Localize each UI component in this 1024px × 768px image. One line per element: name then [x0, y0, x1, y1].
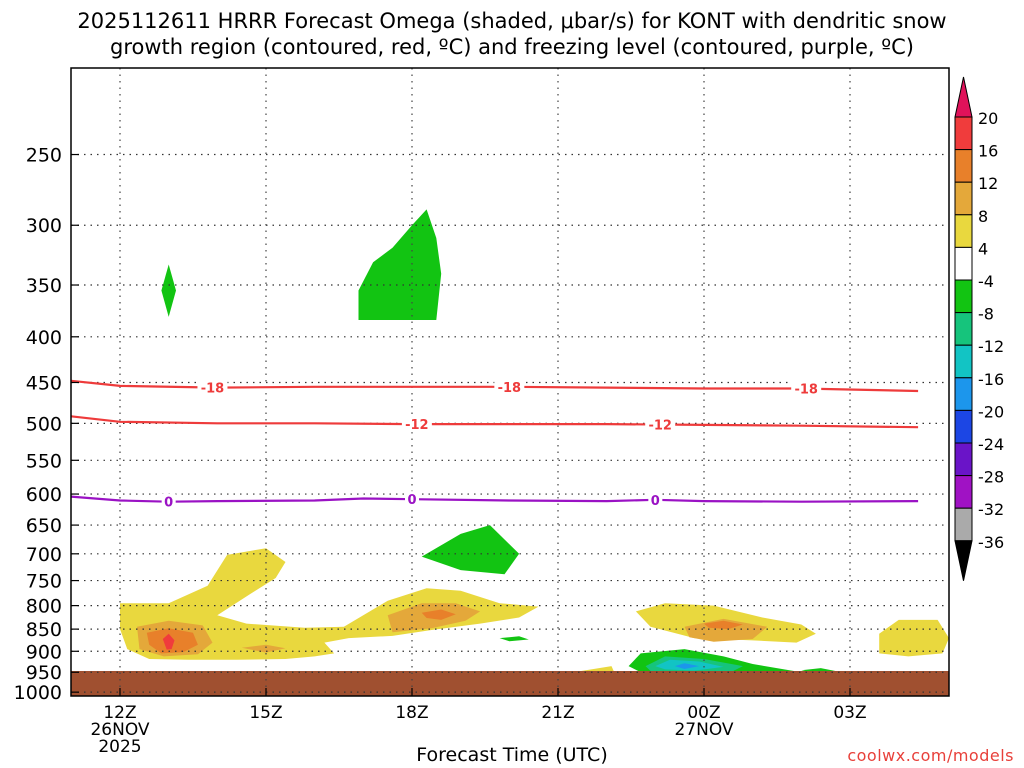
colorbar-label: -36: [978, 533, 1004, 552]
y-axis: 2503003504004505005506006507007508008509…: [14, 145, 79, 704]
y-tick-label: 400: [26, 327, 62, 349]
contour-dgz-lower: [70, 415, 919, 429]
colorbar-label: -24: [978, 435, 1004, 454]
x-tick-label: 21Z: [541, 703, 574, 723]
colorbar-label: -16: [978, 370, 1004, 389]
colorbar-label: 20: [978, 109, 998, 128]
x-tick-label: 00Z: [687, 703, 720, 723]
omega-region-21: [704, 620, 743, 630]
y-tick-label: 850: [26, 619, 62, 641]
contour-label: 0: [651, 494, 660, 509]
contour-label: 0: [164, 496, 173, 511]
colorbar: 20 16 12 8 4 -4 -8 -12 -16 -20 -24 -28 -32 -36: [954, 76, 1004, 581]
y-tick-label: 600: [26, 484, 62, 506]
omega-region-16: [241, 644, 286, 653]
x-tick-label: 2025: [98, 737, 141, 757]
contour-label: -18: [794, 383, 818, 398]
omega-region-1: [358, 209, 442, 320]
colorbar-bin-7: [954, 344, 973, 379]
contour-dgz-upper: [70, 379, 919, 393]
colorbar-bottom-arrow: [954, 540, 973, 581]
colorbar-label: -32: [978, 500, 1004, 519]
x-tick-label: 18Z: [395, 703, 428, 723]
colorbar-bin-0: [954, 116, 973, 151]
y-tick-label: 950: [26, 662, 62, 684]
contour-label: 0: [407, 493, 416, 508]
colorbar-bin-9: [954, 409, 973, 444]
colorbar-label: 8: [978, 207, 988, 226]
colorbar-label: -28: [978, 468, 1004, 487]
colorbar-label: 16: [978, 142, 998, 161]
y-tick-label: 800: [26, 596, 62, 618]
omega-region-20: [421, 609, 456, 620]
y-tick-label: 650: [26, 515, 62, 537]
x-tick-label: 27NOV: [674, 720, 733, 740]
contour-lines: -18 -18 -18 -12 -12 0 0 0: [70, 378, 919, 511]
contour-label-bg: [405, 491, 419, 508]
contour-label: -12: [405, 418, 429, 433]
x-tick-label: 12Z: [103, 703, 136, 723]
y-tick-label: 250: [26, 145, 62, 167]
contour-label-bg: [161, 493, 176, 510]
omega-region-2: [421, 525, 520, 575]
omega-region-6: [674, 663, 700, 669]
contour-label-bg: [648, 491, 663, 508]
omega-region-7: [499, 636, 529, 642]
x-tick-label: 15Z: [249, 703, 282, 723]
y-tick-label: 550: [26, 450, 62, 472]
y-tick-label: 700: [26, 544, 62, 566]
contour-label-bg: [401, 416, 432, 433]
y-tick-label: 1000: [14, 682, 62, 704]
colorbar-label: 4: [978, 239, 988, 258]
grid-lines: [71, 68, 949, 696]
x-tick-label: 03Z: [833, 703, 866, 723]
colorbar-bin-12: [954, 507, 973, 542]
colorbar-bin-11: [954, 475, 973, 509]
colorbar-top-arrow: [954, 76, 973, 118]
colorbar-bin-1: [954, 149, 973, 183]
colorbar-bin-3: [954, 214, 973, 248]
colorbar-bin-5: [954, 279, 973, 314]
colorbar-label: -8: [978, 305, 994, 324]
y-tick-label: 750: [26, 571, 62, 593]
y-tick-label: 500: [26, 413, 62, 435]
omega-region-11: [879, 619, 949, 657]
omega-region-9: [120, 548, 539, 660]
contour-freezing-level: [70, 495, 919, 503]
contour-label-bg: [645, 416, 676, 433]
colorbar-bin-2: [954, 181, 973, 216]
contour-label-bg: [791, 380, 822, 397]
omega-shading: [120, 209, 949, 686]
y-tick-label: 450: [26, 372, 62, 394]
colorbar-bin-10: [954, 442, 973, 477]
colorbar-bin-8: [954, 377, 973, 411]
contour-label: -18: [201, 382, 225, 397]
contour-label-bg: [197, 379, 228, 396]
contour-label: -12: [648, 419, 672, 434]
colorbar-bin-6: [954, 312, 973, 346]
contour-label: -18: [498, 381, 522, 396]
contour-label-bg: [494, 378, 525, 395]
ground-surface: [71, 671, 949, 696]
colorbar-label: -12: [978, 337, 1004, 356]
colorbar-bin-4: [954, 246, 973, 281]
y-tick-label: 900: [26, 641, 62, 663]
colorbar-label: -4: [978, 272, 994, 291]
y-tick-label: 300: [26, 215, 62, 237]
colorbar-label: -20: [978, 402, 1004, 421]
omega-region-0: [161, 264, 176, 317]
colorbar-label: 12: [978, 174, 998, 193]
omega-region-22: [162, 633, 175, 650]
credit-link[interactable]: coolwx.com/models: [847, 746, 1014, 765]
x-axis-title: Forecast Time (UTC): [416, 744, 608, 766]
x-tick-label: 26NOV: [90, 720, 149, 740]
y-tick-label: 350: [26, 275, 62, 297]
chart-title-line2: growth region (contoured, red, ºC) and f…: [110, 35, 914, 59]
chart-title-line1: 2025112611 HRRR Forecast Omega (shaded, …: [77, 9, 947, 33]
